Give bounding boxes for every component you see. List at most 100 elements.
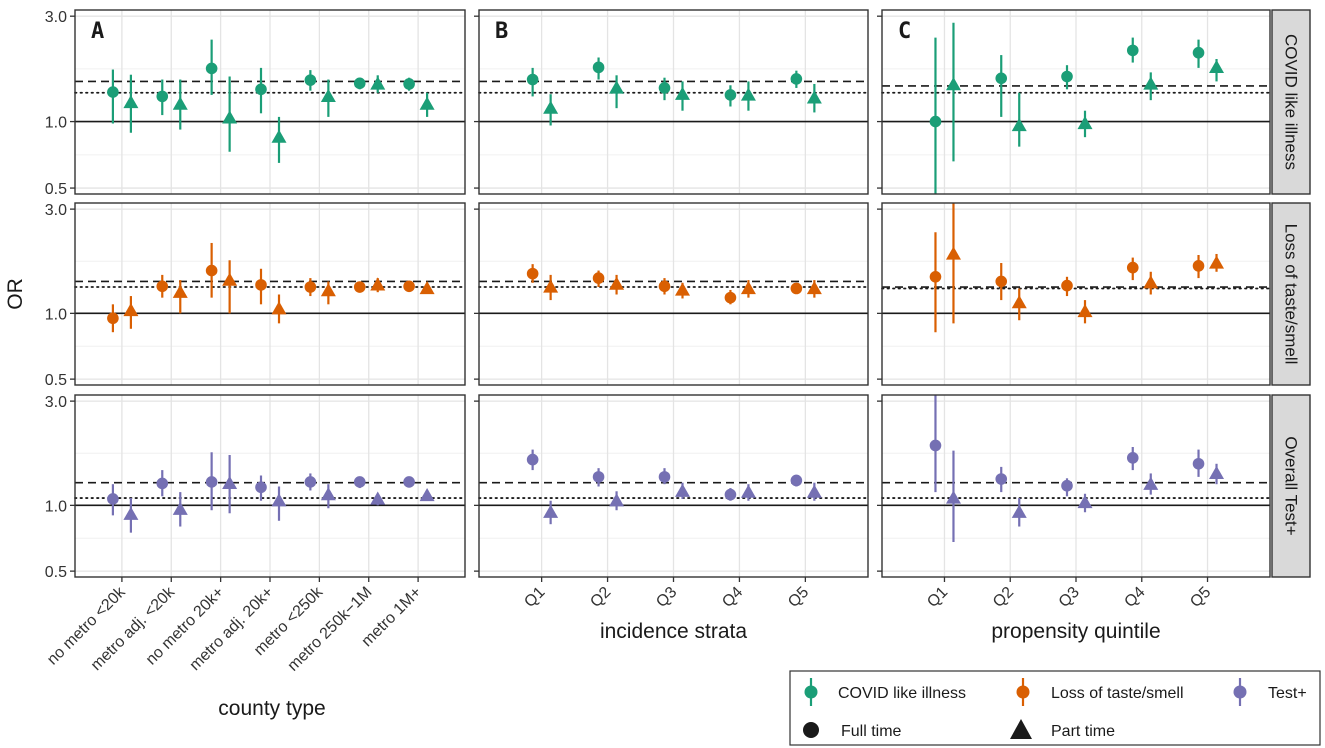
- point-part-time: [419, 96, 435, 110]
- strip-background: [1271, 9, 1311, 195]
- panel-letter-b: B: [495, 19, 508, 44]
- point-full-time: [790, 282, 803, 295]
- point-part-time: [1209, 465, 1225, 480]
- point-full-time: [255, 279, 267, 291]
- y-tick-label: 0.5: [45, 372, 67, 389]
- point-full-time: [658, 280, 671, 293]
- panel-border: [74, 202, 466, 386]
- point-full-time: [592, 61, 605, 74]
- panel-letter-c: C: [898, 19, 911, 44]
- point-full-time: [658, 82, 671, 94]
- point-part-time: [1011, 117, 1027, 132]
- point-full-time: [205, 476, 218, 488]
- strip-3: Overall Test+: [1271, 394, 1311, 578]
- panel-2-b: [474, 202, 869, 386]
- point-full-time: [929, 439, 942, 452]
- y-tick-label: 1.0: [45, 498, 67, 515]
- point-full-time: [995, 275, 1008, 288]
- point-part-time: [945, 77, 961, 91]
- point-full-time: [304, 281, 317, 293]
- point-part-time: [543, 279, 559, 293]
- legend: COVID like illness Loss of taste/smell Tes…: [789, 670, 1321, 746]
- point-full-time: [1126, 44, 1139, 57]
- strip-1: COVID like illness: [1271, 9, 1311, 195]
- legend-shape-triangle: [1010, 719, 1032, 739]
- strip-label: COVID like illness: [1282, 34, 1301, 170]
- point-full-time: [403, 78, 415, 90]
- point-part-time: [320, 487, 336, 501]
- x-tick-label: Q4: [719, 584, 746, 611]
- point-part-time: [222, 272, 238, 286]
- point-part-time: [271, 129, 287, 143]
- point-full-time: [995, 72, 1008, 85]
- point-part-time: [675, 483, 690, 497]
- point-full-time: [156, 90, 169, 103]
- point-full-time: [526, 267, 539, 280]
- point-full-time: [107, 493, 119, 505]
- legend-label-outcome: Test+: [1268, 685, 1307, 702]
- point-part-time: [1209, 59, 1225, 73]
- point-full-time: [107, 312, 119, 325]
- x-axis-title-a: county type: [218, 697, 325, 720]
- point-part-time: [740, 87, 756, 101]
- point-part-time: [675, 282, 690, 296]
- point-part-time: [222, 110, 238, 124]
- point-full-time: [304, 476, 317, 488]
- point-part-time: [222, 475, 238, 490]
- panel-1-a: 0.5 1.0 3.0 A: [45, 9, 466, 198]
- legend-label-shape: Full time: [841, 723, 902, 740]
- panel-marks: [929, 22, 1225, 194]
- point-full-time: [353, 281, 366, 293]
- point-full-time: [205, 264, 218, 277]
- legend-key-point: [1016, 685, 1030, 699]
- point-part-time: [1143, 275, 1159, 289]
- legend-label-outcome: Loss of taste/smell: [1051, 685, 1184, 702]
- point-full-time: [592, 272, 605, 284]
- y-tick-label: 3.0: [45, 394, 67, 411]
- legend-key-point: [804, 685, 818, 699]
- point-full-time: [156, 477, 169, 490]
- panel-marks: [929, 203, 1225, 333]
- point-part-time: [740, 280, 756, 295]
- point-part-time: [123, 506, 139, 520]
- panel-1-c: C: [877, 9, 1271, 195]
- legend-label-shape: Part time: [1051, 723, 1115, 740]
- point-part-time: [123, 95, 139, 109]
- point-part-time: [1143, 76, 1159, 90]
- point-part-time: [609, 276, 625, 290]
- y-tick-label: 0.5: [45, 181, 67, 198]
- panel-border: [881, 202, 1271, 386]
- point-part-time: [123, 303, 139, 317]
- x-tick-label: Q4: [1121, 584, 1148, 611]
- point-full-time: [1192, 260, 1205, 272]
- x-axis-title-c: propensity quintile: [991, 620, 1160, 643]
- point-full-time: [1061, 279, 1073, 292]
- y-tick-label: 3.0: [45, 9, 67, 26]
- point-part-time: [1143, 476, 1159, 490]
- point-part-time: [945, 246, 961, 260]
- point-full-time: [790, 73, 803, 85]
- y-tick-label: 3.0: [45, 202, 67, 219]
- panel-marks: [526, 57, 822, 126]
- point-full-time: [724, 89, 737, 101]
- panel-marks: [929, 395, 1225, 542]
- point-part-time: [945, 490, 961, 504]
- panel-1-b: B: [474, 9, 869, 195]
- point-part-time: [370, 277, 386, 291]
- panel-letter-a: A: [91, 19, 104, 44]
- point-full-time: [724, 291, 737, 304]
- point-part-time: [806, 484, 822, 498]
- point-part-time: [320, 283, 336, 297]
- x-axis-title-b: incidence strata: [600, 620, 747, 643]
- point-part-time: [543, 100, 559, 114]
- point-part-time: [609, 80, 625, 94]
- strip-background: [1271, 202, 1311, 386]
- point-part-time: [370, 491, 386, 505]
- legend-shape-circle: [803, 722, 819, 738]
- point-full-time: [156, 280, 169, 293]
- panel-border: [881, 9, 1271, 195]
- x-tick-label: Q5: [785, 584, 812, 611]
- point-full-time: [526, 73, 539, 86]
- x-tick-label: Q3: [653, 584, 680, 611]
- panel-marks: [526, 264, 822, 305]
